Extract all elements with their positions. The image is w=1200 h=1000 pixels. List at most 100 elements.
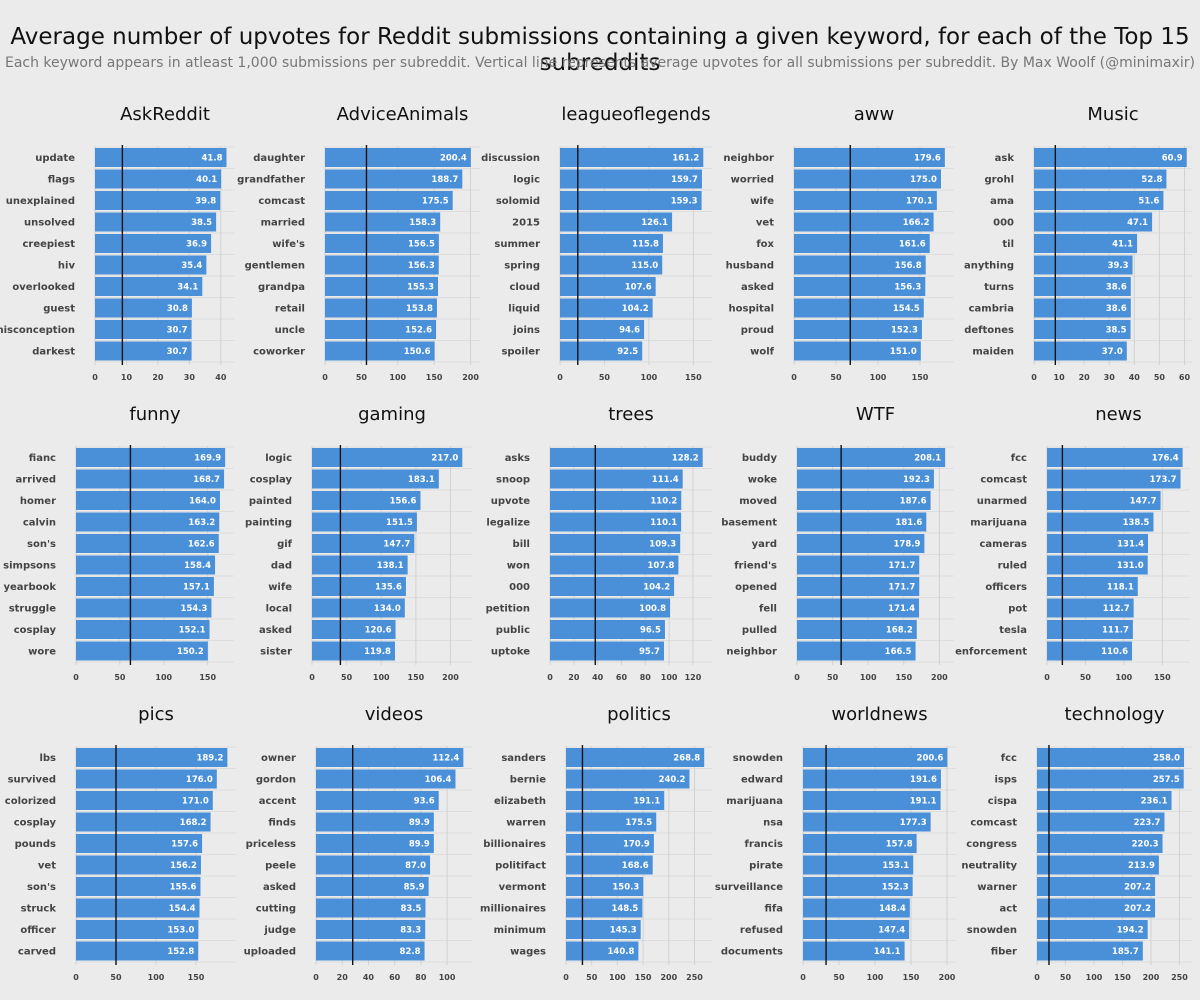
category-label: neighbor xyxy=(726,647,777,658)
x-tick-label: 30 xyxy=(1104,373,1116,382)
value-label: 148.4 xyxy=(879,904,906,914)
category-label: wife xyxy=(268,582,292,593)
value-label: 36.9 xyxy=(186,240,207,250)
x-tick-label: 200 xyxy=(931,673,948,682)
bar xyxy=(797,577,920,596)
value-label: 119.8 xyxy=(364,647,391,657)
value-label: 162.6 xyxy=(188,540,215,550)
bar xyxy=(1037,748,1185,767)
category-label: pirate xyxy=(749,861,783,872)
category-label: cosplay xyxy=(250,475,293,486)
category-label: isps xyxy=(995,775,1018,786)
x-tick-label: 100 xyxy=(860,673,877,682)
x-tick-label: 150 xyxy=(1154,673,1171,682)
bar xyxy=(316,812,434,832)
category-label: married xyxy=(261,218,305,229)
category-label: fcc xyxy=(1011,453,1027,464)
bar xyxy=(803,748,948,767)
x-tick-label: 40 xyxy=(363,973,375,982)
bar xyxy=(76,469,225,489)
category-label: carved xyxy=(18,947,56,958)
category-label: sister xyxy=(260,647,292,658)
bar xyxy=(560,148,704,167)
x-tick-label: 100 xyxy=(661,673,678,682)
bar xyxy=(312,577,406,596)
value-label: 145.3 xyxy=(610,926,637,936)
value-label: 156.6 xyxy=(390,497,417,507)
panel-title: politics xyxy=(607,704,671,725)
category-label: wages xyxy=(510,947,546,958)
bar xyxy=(1037,812,1165,832)
value-label: 107.8 xyxy=(648,561,675,571)
bar xyxy=(325,277,439,296)
value-label: 120.6 xyxy=(365,626,392,636)
x-tick-label: 60 xyxy=(1179,373,1191,382)
category-label: peele xyxy=(265,861,296,872)
value-label: 52.8 xyxy=(1141,175,1162,185)
value-label: 92.5 xyxy=(617,347,638,357)
bar xyxy=(1047,448,1183,467)
bar xyxy=(550,512,682,532)
bar xyxy=(566,812,657,832)
category-label: wife's xyxy=(272,239,305,250)
category-label: comcast xyxy=(980,475,1027,486)
bar xyxy=(550,448,703,467)
bar xyxy=(560,169,702,189)
value-label: 168.6 xyxy=(622,861,649,871)
bar xyxy=(325,320,437,339)
panel-adviceanimals: AdviceAnimals 0 50 100 150 200 daughter 200.4 gr… xyxy=(237,104,480,382)
bar xyxy=(566,748,705,767)
value-label: 164.0 xyxy=(189,497,216,507)
bar xyxy=(1034,234,1138,253)
value-label: 135.6 xyxy=(375,583,402,593)
category-label: 000 xyxy=(509,582,530,593)
value-label: 110.1 xyxy=(650,518,677,528)
bar xyxy=(794,212,934,232)
value-label: 134.0 xyxy=(374,604,401,614)
value-label: 150.2 xyxy=(177,647,204,657)
bar xyxy=(1034,169,1167,189)
category-label: asks xyxy=(505,453,530,464)
value-label: 163.2 xyxy=(188,518,215,528)
x-tick-label: 150 xyxy=(685,373,702,382)
category-label: priceless xyxy=(246,839,296,850)
value-label: 156.8 xyxy=(895,261,922,271)
x-tick-label: 150 xyxy=(903,973,920,982)
category-label: 2015 xyxy=(512,218,540,229)
value-label: 131.0 xyxy=(1117,561,1144,571)
value-label: 147.7 xyxy=(383,540,410,550)
value-label: 200.4 xyxy=(440,154,467,164)
value-label: 51.6 xyxy=(1138,197,1159,207)
bar xyxy=(797,491,931,510)
category-label: vermont xyxy=(499,882,547,893)
category-label: worried xyxy=(731,175,774,186)
bar xyxy=(76,769,217,789)
category-label: bill xyxy=(513,539,530,550)
category-label: pulled xyxy=(742,625,777,636)
category-label: marijuana xyxy=(726,796,783,807)
value-label: 110.2 xyxy=(650,497,677,507)
bar xyxy=(797,469,934,489)
value-label: 192.3 xyxy=(903,475,930,485)
value-label: 154.3 xyxy=(181,604,208,614)
bar xyxy=(794,234,930,253)
panel-title: pics xyxy=(138,704,174,725)
bar xyxy=(95,169,222,189)
category-label: turns xyxy=(984,282,1014,293)
panel-politics: politics 0 50 100 150 200 250 sanders 268.8 berni… xyxy=(480,704,712,982)
value-label: 168.2 xyxy=(886,626,913,636)
bar xyxy=(312,620,396,639)
value-label: 156.5 xyxy=(408,240,435,250)
value-label: 110.6 xyxy=(1101,647,1128,657)
category-label: pounds xyxy=(15,839,56,850)
value-label: 38.6 xyxy=(1106,304,1127,314)
category-label: enforcement xyxy=(955,647,1027,658)
value-label: 150.6 xyxy=(404,347,431,357)
bar xyxy=(560,298,653,318)
panel-technology: technology 0 50 100 150 200 250 fcc 258.0 isps 257… xyxy=(961,704,1192,982)
bar xyxy=(95,234,212,253)
value-label: 217.0 xyxy=(431,454,458,464)
bar xyxy=(316,769,456,789)
value-label: 157.8 xyxy=(886,840,913,850)
bar xyxy=(560,320,645,339)
